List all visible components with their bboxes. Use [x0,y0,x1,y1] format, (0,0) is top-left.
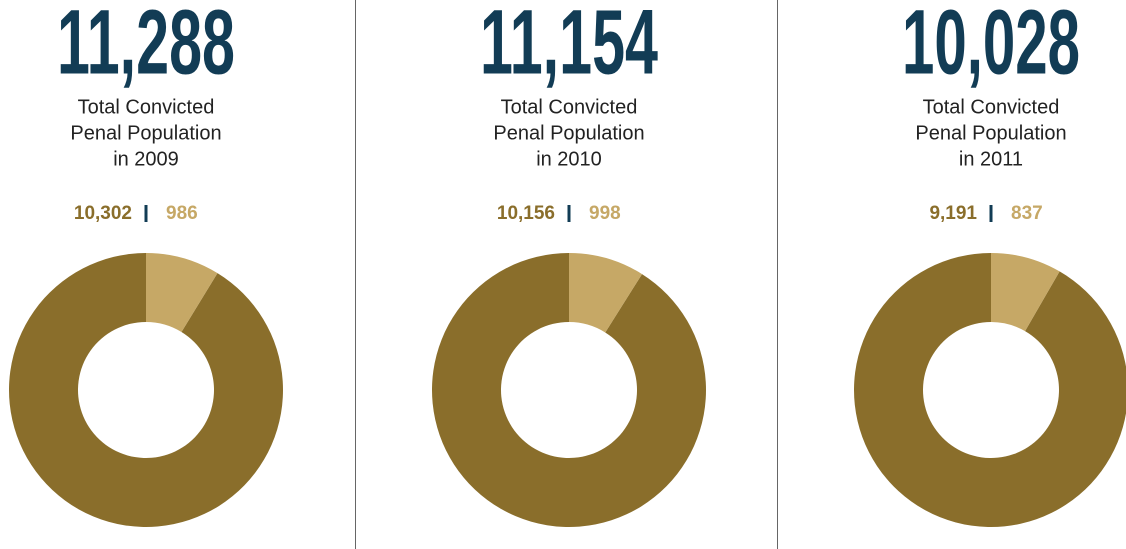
donut-slice [854,253,1126,527]
subtitle-line: Total Convicted [501,96,638,118]
donut-slice [146,253,218,332]
subtitle-line: Penal Population [70,122,221,144]
subtitle-line: Penal Population [493,122,644,144]
total-number: 10,028 [902,0,1080,93]
value-label: 9,191 [929,203,977,224]
value-label: 10,156 [497,203,555,224]
subtitle-line: in 2010 [536,148,602,170]
value-label: 10,302 [74,203,132,224]
value-label: 837 [1011,203,1043,224]
value-label: 986 [166,203,198,224]
value-label: 998 [589,203,621,224]
separator [144,205,148,222]
subtitle-line: Total Convicted [923,96,1060,118]
donut-slice [569,253,643,333]
donut-slice [991,253,1060,332]
subtitle-line: Total Convicted [78,96,215,118]
separator [567,205,571,222]
total-number: 11,288 [57,0,235,93]
total-number: 11,154 [480,0,658,93]
subtitle-line: in 2011 [959,148,1023,170]
donut-slice [9,253,284,527]
donut-slice [432,253,706,527]
subtitle-line: Penal Population [915,122,1066,144]
subtitle-line: in 2009 [113,148,179,170]
separator [989,205,993,222]
